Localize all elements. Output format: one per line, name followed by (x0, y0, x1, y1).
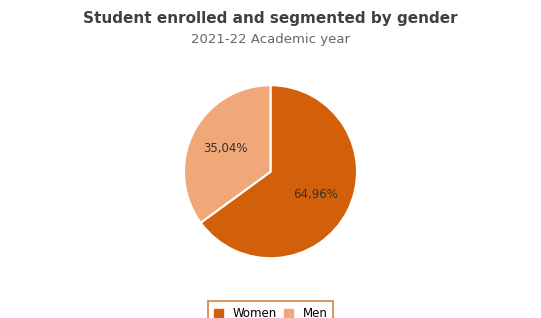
Text: 64,96%: 64,96% (293, 188, 338, 201)
Wedge shape (184, 85, 270, 223)
Text: 35,04%: 35,04% (203, 142, 247, 155)
Wedge shape (201, 85, 357, 258)
Text: 2021-22 Academic year: 2021-22 Academic year (191, 33, 350, 46)
Legend: Women, Men: Women, Men (208, 301, 333, 318)
Text: Student enrolled and segmented by gender: Student enrolled and segmented by gender (83, 11, 458, 26)
